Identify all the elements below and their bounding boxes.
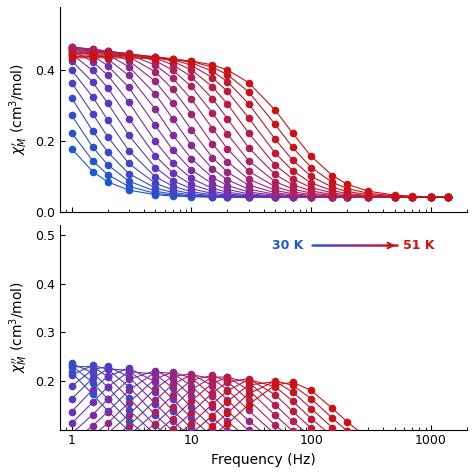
- X-axis label: Frequency (Hz): Frequency (Hz): [211, 453, 316, 467]
- Text: 51 K: 51 K: [403, 239, 435, 252]
- Text: 30 K: 30 K: [272, 239, 303, 252]
- Y-axis label: $\chi_{M}'$ (cm$^3$/mol): $\chi_{M}'$ (cm$^3$/mol): [7, 63, 29, 155]
- Y-axis label: $\chi_{M}''$ (cm$^3$/mol): $\chi_{M}''$ (cm$^3$/mol): [7, 282, 29, 374]
